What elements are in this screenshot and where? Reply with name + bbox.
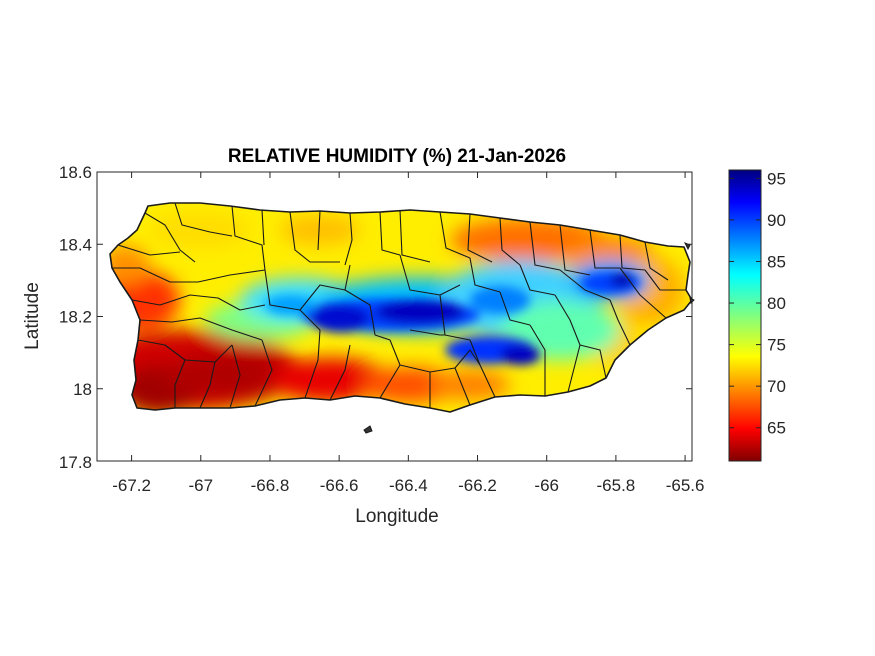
map-title: RELATIVE HUMIDITY (%) 21-Jan-2026 [228, 146, 566, 167]
municipality-boundaries [109, 202, 693, 413]
colorbar-tick-label: 95 [767, 169, 786, 188]
y-axis: 18.6 18.4 18.2 18 17.8 [59, 163, 692, 472]
x-axis: -67.2 -67 -66.8 -66.6 -66.4 -66.2 -66 -65.8 -65.… [112, 172, 704, 495]
colorbar: 95 90 85 80 75 70 65 [728, 169, 786, 462]
x-tick-label: -66.8 [251, 476, 290, 495]
y-tick-label: 18.2 [59, 308, 92, 327]
x-tick-label: -65.8 [597, 476, 636, 495]
x-tick-label: -66.2 [458, 476, 497, 495]
colorbar-tick-label: 80 [767, 294, 786, 313]
colorbar-tick-label: 75 [767, 336, 786, 355]
y-tick-label: 17.8 [59, 453, 92, 472]
x-axis-label: Longitude [355, 506, 438, 527]
y-tick-label: 18 [73, 380, 92, 399]
colorbar-tick-label: 65 [767, 419, 786, 438]
colorbar-tick-label: 90 [767, 211, 786, 230]
x-tick-label: -65.6 [666, 476, 705, 495]
x-tick-label: -66.6 [320, 476, 359, 495]
colorbar-tick-label: 85 [767, 252, 786, 271]
colorbar-gradient [728, 169, 762, 462]
x-tick-label: -67 [188, 476, 213, 495]
y-tick-label: 18.6 [59, 163, 92, 182]
y-tick-label: 18.4 [59, 235, 92, 254]
x-tick-label: -67.2 [112, 476, 151, 495]
y-axis-label: Latitude [22, 282, 43, 350]
colorbar-tick-label: 70 [767, 377, 786, 396]
x-tick-label: -66 [534, 476, 559, 495]
x-tick-label: -66.4 [389, 476, 428, 495]
